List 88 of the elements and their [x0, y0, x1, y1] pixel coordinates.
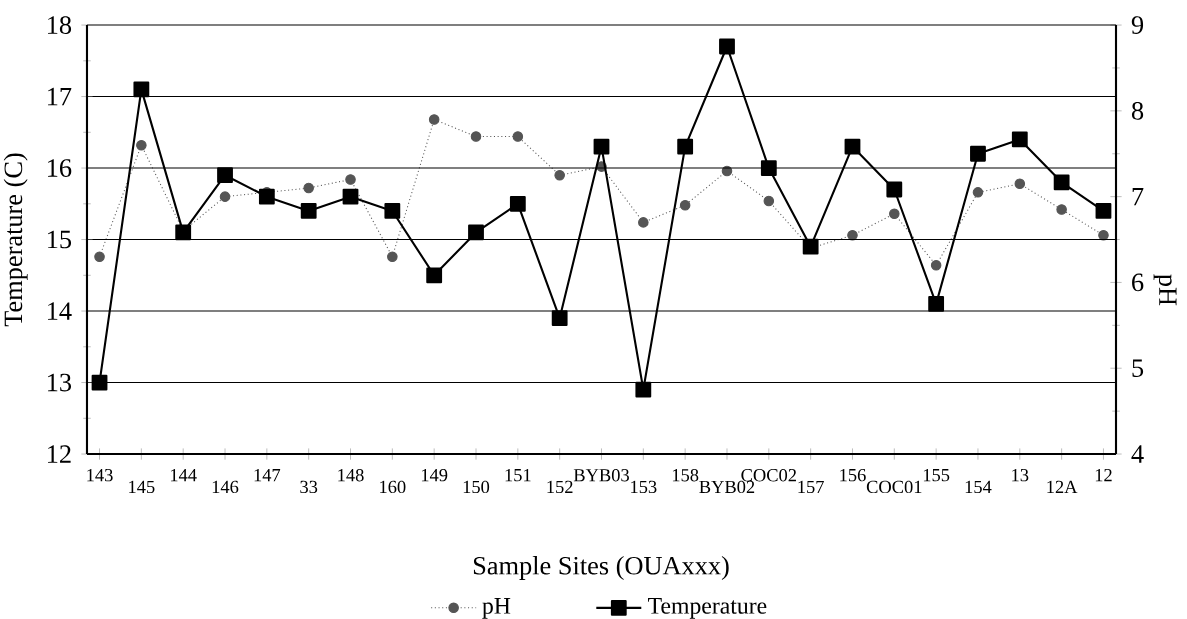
x-tick-label: BYB03: [573, 468, 629, 482]
x-tick-label: 154: [965, 480, 992, 494]
x-tick-label: 146: [212, 480, 239, 494]
point: [1095, 203, 1112, 219]
y2-axis-title: pH: [1153, 274, 1177, 306]
y-tick-label: 16: [48, 159, 72, 177]
point: [554, 169, 565, 181]
point: [509, 195, 526, 212]
x-tick-label: 157: [798, 480, 824, 494]
point: [470, 131, 482, 142]
x-tick-label: BYB02: [699, 480, 755, 494]
point: [760, 160, 777, 176]
x-tick-label: 148: [338, 468, 364, 482]
point: [258, 188, 275, 205]
x-tick-label: 13: [1012, 468, 1029, 482]
point: [300, 203, 317, 219]
point: [1014, 178, 1026, 190]
x-tick-label: 143: [87, 468, 113, 482]
x-axis-title: Sample Sites (OUAxxx): [473, 556, 729, 580]
point: [677, 138, 694, 155]
y-tick-label: 18: [48, 16, 72, 34]
x-tick-label: 152: [547, 480, 573, 494]
y-tick-label: 15: [48, 230, 72, 249]
x-tick-label: 33: [300, 480, 318, 494]
point: [428, 114, 440, 125]
point: [1098, 229, 1109, 241]
point: [970, 145, 986, 162]
point: [930, 260, 942, 271]
point: [719, 38, 735, 55]
point: [638, 217, 649, 228]
y2-tick-label: 9: [1131, 16, 1144, 34]
point: [886, 181, 903, 198]
point: [426, 267, 443, 284]
point: [802, 238, 819, 255]
x-tick-label: 149: [421, 468, 448, 482]
point: [1053, 174, 1070, 191]
y2-tick-label: 8: [1131, 101, 1144, 120]
x-tick-label: 158: [672, 468, 699, 482]
x-tick-label: 156: [840, 468, 866, 482]
point: [593, 138, 610, 155]
x-tick-label: 147: [254, 469, 281, 482]
point: [175, 224, 192, 241]
x-tick-label: COC02: [741, 468, 796, 482]
point: [763, 195, 775, 207]
y-tick-label: 14: [48, 302, 72, 320]
x-tick-label: 160: [380, 480, 406, 494]
point: [94, 251, 105, 262]
point: [345, 174, 356, 185]
point: [512, 131, 524, 142]
point: [1056, 204, 1067, 215]
y-tick-label: 17: [48, 87, 72, 106]
x-tick-label: 12A: [1047, 480, 1078, 493]
point: [384, 203, 401, 219]
x-tick-label: 155: [923, 469, 950, 482]
legend-label: Temperature: [648, 598, 767, 619]
y2-tick-label: 7: [1132, 188, 1144, 206]
point: [136, 139, 147, 151]
point: [303, 182, 314, 194]
x-tick-label: 150: [463, 480, 490, 494]
x-tick-label: 144: [170, 469, 197, 482]
x-tick-label: 153: [631, 480, 657, 494]
point: [972, 187, 984, 198]
point: [847, 229, 858, 241]
y-axis-title: Temperature (C): [3, 153, 28, 327]
point: [217, 167, 233, 184]
x-tick-label: 145: [129, 480, 155, 494]
x-tick-label: 12: [1095, 468, 1112, 482]
point: [844, 138, 861, 155]
legend-label: pH: [482, 598, 511, 619]
y-tick-label: 12: [48, 445, 71, 463]
y2-tick-label: 6: [1132, 273, 1144, 292]
point: [551, 310, 568, 327]
point: [679, 199, 691, 211]
point: [468, 224, 484, 241]
y2-tick-label: 5: [1132, 359, 1144, 377]
point: [91, 374, 108, 391]
point: [387, 251, 398, 262]
point: [219, 191, 231, 202]
x-tick-label: 151: [505, 469, 531, 482]
point: [1011, 131, 1028, 148]
x-tick-label: COC01: [866, 480, 922, 494]
y-tick-label: 13: [48, 373, 72, 392]
point: [342, 188, 359, 205]
point: [635, 381, 652, 398]
point: [889, 208, 900, 220]
point: [928, 295, 945, 312]
y2-tick-label: 4: [1131, 445, 1144, 463]
point: [133, 81, 150, 98]
